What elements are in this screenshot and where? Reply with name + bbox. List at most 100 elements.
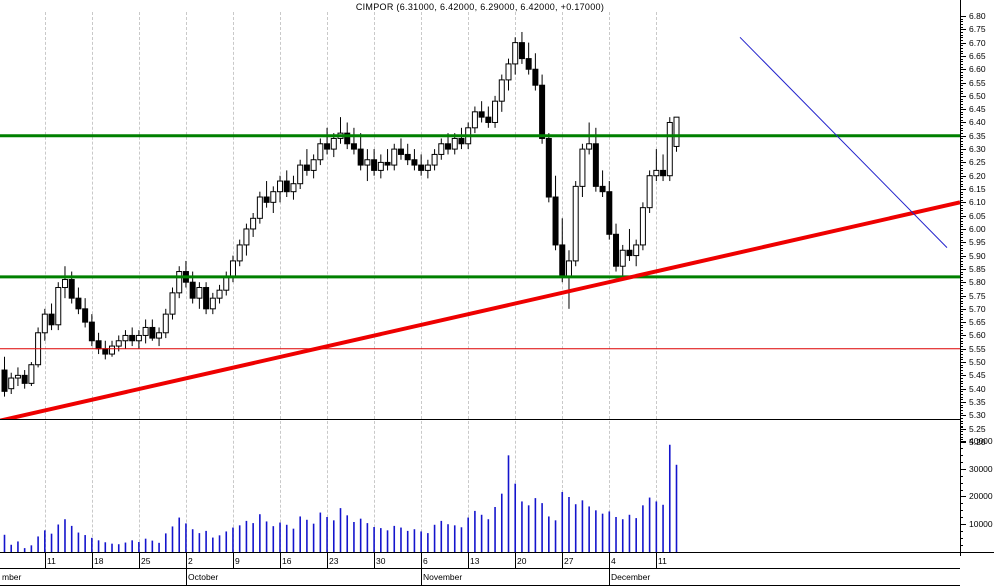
price-tick-minor xyxy=(960,327,963,329)
price-tick-label: 6.30 xyxy=(969,144,986,155)
price-tick-minor xyxy=(960,101,963,103)
date-axis[interactable]: 11 18 25 2 9 16 23 30 6 13 20 27 4 11 mber October Novem… xyxy=(0,552,960,587)
price-tick-major xyxy=(960,335,966,337)
candle-up xyxy=(115,340,122,347)
price-tick-minor xyxy=(960,399,963,401)
date-tick-separator xyxy=(609,553,610,568)
price-tick-minor xyxy=(960,260,963,262)
date-tick-label: 13 xyxy=(470,556,480,566)
candle-down xyxy=(189,281,196,299)
gridline xyxy=(468,12,469,419)
price-tick-minor xyxy=(960,250,963,252)
volume-tick-minor xyxy=(960,427,963,428)
date-tick-label: 20 xyxy=(517,556,527,566)
month-label: December xyxy=(611,572,651,582)
price-tick-major xyxy=(960,428,966,430)
price-tick-minor xyxy=(960,332,963,334)
price-tick-label: 6.65 xyxy=(969,50,986,61)
rising-trendline xyxy=(0,200,960,419)
candle-down xyxy=(626,249,633,257)
price-tick-minor xyxy=(960,439,963,441)
price-tick-minor xyxy=(960,359,963,361)
candle-up xyxy=(236,244,243,262)
price-tick-major xyxy=(960,189,966,191)
price-tick-label: 6.50 xyxy=(969,90,986,101)
price-tick-major xyxy=(960,308,966,310)
price-tick-major xyxy=(960,162,966,164)
price-tick-major xyxy=(960,55,966,57)
price-tick-minor xyxy=(960,50,963,52)
date-tick-separator xyxy=(92,553,93,568)
price-tick-minor xyxy=(960,417,963,419)
price-tick-minor xyxy=(960,103,963,105)
candle-down xyxy=(102,348,109,355)
date-tick-separator xyxy=(233,553,234,568)
gridline xyxy=(45,421,46,552)
price-tick-label: 6.10 xyxy=(969,197,986,208)
price-tick-minor xyxy=(960,234,963,236)
candle-up xyxy=(619,249,626,267)
price-tick-label: 6.60 xyxy=(969,64,986,75)
candle-up xyxy=(512,42,519,65)
volume-tick-major xyxy=(960,496,966,498)
price-tick-major xyxy=(960,282,966,284)
volume-tick-major xyxy=(960,524,966,526)
gridline xyxy=(186,12,187,419)
price-tick-minor xyxy=(960,247,963,249)
price-tick-minor xyxy=(960,351,963,353)
candle-down xyxy=(384,161,391,166)
candle-up xyxy=(256,196,263,219)
price-tick-major xyxy=(960,29,966,31)
price-tick-minor xyxy=(960,231,963,233)
price-tick-major xyxy=(960,202,966,204)
price-tick-major xyxy=(960,362,966,364)
price-tick-label: 5.80 xyxy=(969,277,986,288)
price-tick-major xyxy=(960,215,966,217)
price-tick-label: 6.70 xyxy=(969,37,986,48)
price-tick-minor xyxy=(960,71,963,73)
price-tick-minor xyxy=(960,292,963,294)
price-tick-minor xyxy=(960,130,963,132)
price-axis-right[interactable]: 6.80 6.75 6.70 6.65 6.60 6.55 6.50 6.45 6.40 6.35… xyxy=(960,0,994,587)
price-tick-minor xyxy=(960,58,963,60)
gridline xyxy=(609,421,610,552)
volume-tick-minor xyxy=(960,447,963,449)
price-tick-minor xyxy=(960,146,963,148)
candle-down xyxy=(149,326,156,339)
volume-tick-major xyxy=(960,440,966,442)
candle-up xyxy=(377,161,384,171)
price-tick-minor xyxy=(960,276,963,278)
price-tick-minor xyxy=(960,370,963,372)
candle-up xyxy=(41,313,48,334)
candle-down xyxy=(592,143,599,187)
candle-down xyxy=(95,340,102,350)
candle-down xyxy=(263,196,270,203)
candle-down xyxy=(1,369,8,392)
candle-down xyxy=(404,153,411,161)
volume-tick-minor xyxy=(960,433,963,435)
price-tick-minor xyxy=(960,407,963,409)
price-tick-minor xyxy=(960,338,963,340)
price-tick-minor xyxy=(960,186,963,188)
volume-panel[interactable] xyxy=(0,421,960,552)
price-tick-major xyxy=(960,268,966,270)
price-tick-major xyxy=(960,82,966,84)
price-tick-minor xyxy=(960,93,963,95)
price-tick-minor xyxy=(960,343,963,345)
candle-up xyxy=(176,271,183,294)
volume-tick-minor xyxy=(960,475,963,477)
axis-spine xyxy=(960,0,961,556)
price-tick-minor xyxy=(960,167,963,169)
date-tick-separator xyxy=(515,553,516,568)
falling-trendline xyxy=(739,36,948,248)
candle-up xyxy=(391,148,398,166)
price-tick-minor xyxy=(960,138,963,140)
price-panel[interactable] xyxy=(0,12,960,419)
candle-up xyxy=(471,111,478,129)
price-tick-minor xyxy=(960,425,963,427)
candle-down xyxy=(559,244,566,278)
date-tick-label: 6 xyxy=(423,556,428,566)
price-tick-label: 5.35 xyxy=(969,396,986,407)
price-tick-minor xyxy=(960,298,963,300)
candle-up xyxy=(243,228,250,246)
